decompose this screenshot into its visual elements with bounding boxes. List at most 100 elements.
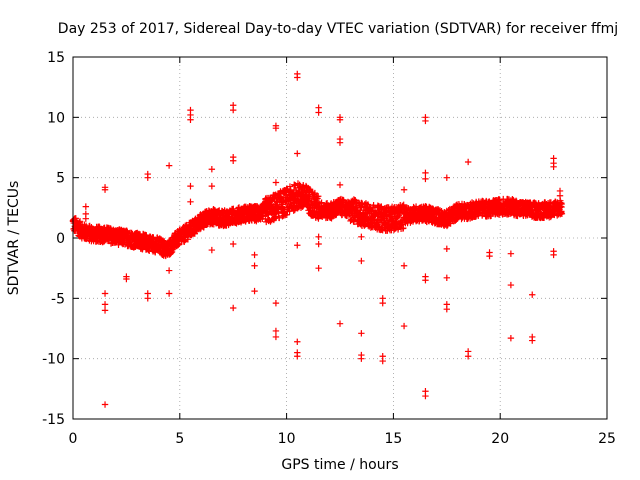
- outlier-point: [101, 290, 109, 297]
- data-point: [174, 241, 182, 249]
- outlier-point: [101, 186, 109, 193]
- outlier-point: [315, 240, 322, 248]
- outlier-point: [294, 242, 301, 249]
- outlier-point: [379, 357, 386, 365]
- outlier-point: [379, 222, 386, 230]
- x-tick-label: 25: [598, 431, 616, 447]
- outlier-point: [230, 304, 237, 312]
- outlier-point: [315, 109, 322, 116]
- x-tick-label: 20: [491, 431, 509, 447]
- outlier-point: [187, 198, 194, 205]
- outlier-point: [443, 274, 450, 282]
- outlier-point: [144, 174, 151, 181]
- data-point: [395, 212, 403, 219]
- y-axis-label: SDTVAR / TECUs: [6, 181, 22, 296]
- outlier-point: [230, 240, 237, 248]
- outlier-point: [208, 246, 216, 254]
- data-point: [286, 208, 293, 215]
- outlier-point: [422, 175, 429, 183]
- data-points: [69, 70, 566, 408]
- outlier-point: [486, 252, 493, 260]
- outlier-point: [556, 192, 564, 199]
- outlier-point: [556, 201, 564, 208]
- outlier-point: [272, 179, 280, 186]
- data-point: [558, 203, 565, 211]
- outlier-point: [400, 262, 408, 269]
- outlier-point: [101, 401, 109, 408]
- outlier-point: [529, 337, 536, 344]
- outlier-point: [422, 277, 429, 284]
- outlier-point: [315, 264, 322, 272]
- outlier-point: [550, 251, 557, 259]
- outlier-point: [251, 251, 258, 259]
- outlier-point: [422, 169, 429, 177]
- outlier-point: [507, 334, 515, 342]
- outlier-point: [187, 182, 194, 190]
- data-point: [364, 201, 372, 208]
- data-point: [368, 207, 375, 214]
- outlier-point: [507, 250, 515, 257]
- outlier-point: [165, 290, 173, 297]
- outlier-point: [294, 338, 301, 345]
- y-tick-label: 5: [56, 171, 65, 187]
- outlier-point: [251, 287, 258, 295]
- data-point: [124, 228, 131, 236]
- outlier-point: [336, 181, 344, 189]
- x-tick-label: 0: [69, 431, 78, 447]
- outlier-point: [336, 320, 344, 327]
- x-tick-label: 5: [175, 431, 184, 447]
- outlier-point: [379, 299, 386, 307]
- outlier-point: [358, 233, 365, 240]
- outlier-point: [507, 281, 515, 289]
- data-point: [558, 209, 565, 216]
- data-point: [311, 189, 319, 197]
- outlier-point: [294, 150, 301, 157]
- outlier-point: [144, 295, 151, 302]
- data-point: [315, 193, 322, 200]
- outlier-point: [187, 116, 194, 123]
- outlier-point: [400, 186, 408, 193]
- outlier-point: [165, 162, 173, 169]
- outlier-point: [358, 355, 365, 362]
- outlier-point: [336, 139, 344, 146]
- data-point: [316, 200, 324, 208]
- chart-title: Day 253 of 2017, Sidereal Day-to-day VTE…: [58, 21, 618, 37]
- x-tick-label: 15: [384, 431, 402, 447]
- outlier-point: [165, 267, 173, 274]
- outlier-point: [82, 203, 90, 210]
- outlier-point: [272, 333, 280, 341]
- outlier-point: [272, 299, 280, 307]
- y-tick-label: -5: [51, 291, 65, 307]
- y-tick-label: 10: [47, 110, 65, 126]
- y-tick-label: 15: [47, 50, 65, 66]
- data-point: [400, 201, 407, 209]
- outlier-point: [464, 158, 472, 166]
- outlier-point: [272, 124, 280, 132]
- outlier-point: [230, 157, 237, 164]
- outlier-point: [294, 74, 301, 81]
- outlier-point: [443, 305, 450, 313]
- outlier-point: [101, 307, 109, 314]
- plot-frame: [72, 56, 608, 420]
- outlier-point: [251, 262, 258, 269]
- data-point: [76, 218, 84, 225]
- outlier-point: [123, 273, 130, 280]
- data-point: [283, 211, 290, 218]
- data-point: [400, 224, 407, 232]
- outlier-point: [443, 245, 450, 253]
- data-point: [259, 212, 267, 219]
- y-tick-label: 0: [56, 231, 65, 247]
- outlier-point: [443, 174, 450, 181]
- outlier-point: [230, 106, 237, 114]
- outlier-point: [315, 233, 322, 240]
- x-tick-label: 10: [278, 431, 296, 447]
- x-axis-label: GPS time / hours: [281, 457, 398, 473]
- outlier-point: [358, 257, 365, 265]
- outlier-point: [358, 330, 365, 337]
- outlier-point: [208, 182, 216, 190]
- outlier-point: [422, 392, 429, 400]
- data-point: [558, 210, 566, 217]
- y-tick-label: -15: [42, 412, 65, 428]
- outlier-point: [464, 353, 472, 360]
